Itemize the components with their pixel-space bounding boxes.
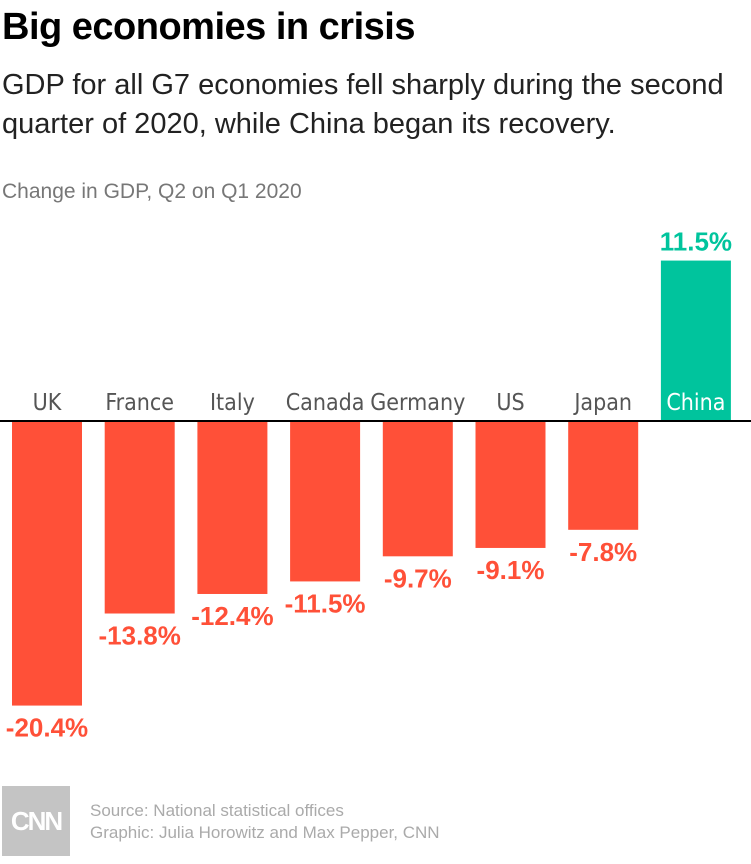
- cnn-logo: CNN: [2, 786, 70, 856]
- chart-subtitle: GDP for all G7 economies fell sharply du…: [2, 69, 724, 140]
- category-label: Italy: [210, 390, 255, 416]
- value-label: -7.8%: [569, 537, 637, 567]
- category-label: China: [666, 390, 725, 416]
- source-credit: Source: National statistical offices Gra…: [90, 800, 440, 844]
- bar-chart: UK -20.4% France -13.8% Italy -12.4% Canada -11…: [0, 227, 751, 743]
- value-label: 11.5%: [660, 227, 732, 257]
- chart-title: Big economies in crisis: [2, 6, 415, 48]
- bar-italy: [197, 421, 268, 594]
- bar-france: [104, 421, 175, 614]
- source-text: Source: National statistical offices: [90, 801, 344, 820]
- y-axis-label: Change in GDP, Q2 on Q1 2020: [2, 180, 302, 203]
- value-label: -13.8%: [99, 621, 181, 651]
- bar-germany: [382, 421, 453, 557]
- category-label: Canada: [286, 390, 365, 416]
- value-label: -9.7%: [384, 563, 452, 593]
- value-label: -12.4%: [191, 601, 273, 631]
- value-label: -9.1%: [477, 555, 545, 585]
- category-label: Germany: [370, 390, 465, 416]
- bar-us: [475, 421, 546, 548]
- bar-canada: [290, 421, 361, 582]
- category-label: France: [105, 390, 174, 416]
- value-label: -11.5%: [285, 588, 366, 618]
- bar-china: [660, 260, 731, 421]
- value-label: -20.4%: [6, 713, 88, 743]
- credit-text: Graphic: Julia Horowitz and Max Pepper, …: [90, 823, 440, 842]
- category-label: US: [496, 390, 524, 416]
- bar-uk: [12, 421, 82, 706]
- bar-japan: [568, 421, 639, 530]
- category-label: Japan: [572, 390, 632, 416]
- category-label: UK: [33, 390, 62, 416]
